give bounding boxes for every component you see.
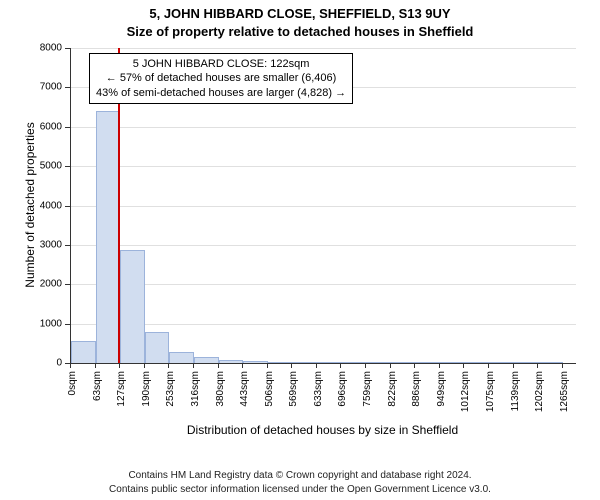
x-tick-label: 443sqm: [239, 371, 250, 407]
attribution-line2: Contains public sector information licen…: [0, 484, 600, 495]
histogram-bar: [268, 362, 293, 363]
y-tick-label: 8000: [30, 43, 62, 54]
annotation-line3: 43% of semi-detached houses are larger (…: [96, 86, 346, 100]
x-tick-mark: [291, 363, 292, 368]
x-tick-label: 63sqm: [92, 371, 103, 401]
x-tick-mark: [70, 363, 71, 368]
y-tick-label: 0: [30, 358, 62, 369]
y-tick-label: 5000: [30, 161, 62, 172]
y-tick-label: 1000: [30, 318, 62, 329]
x-tick-mark: [95, 363, 96, 368]
x-tick-mark: [242, 363, 243, 368]
annotation-box: 5 JOHN HIBBARD CLOSE: 122sqm ← 57% of de…: [89, 53, 353, 104]
histogram-bar: [169, 352, 194, 363]
histogram-bar: [71, 341, 96, 363]
plot-area: 5 JOHN HIBBARD CLOSE: 122sqm ← 57% of de…: [70, 48, 576, 364]
y-tick-label: 3000: [30, 239, 62, 250]
y-tick-mark: [65, 87, 70, 88]
grid-line: [71, 166, 576, 167]
x-tick-mark: [562, 363, 563, 368]
y-tick-mark: [65, 48, 70, 49]
x-tick-label: 1139sqm: [510, 371, 521, 411]
x-tick-mark: [316, 363, 317, 368]
x-tick-label: 316sqm: [190, 371, 201, 407]
x-tick-label: 696sqm: [337, 371, 348, 407]
chart-title-line2: Size of property relative to detached ho…: [0, 24, 600, 39]
histogram-bar: [145, 332, 170, 364]
x-tick-label: 1202sqm: [534, 371, 545, 412]
histogram-bar: [514, 362, 539, 363]
histogram-bar: [391, 362, 416, 363]
attribution-line1: Contains HM Land Registry data © Crown c…: [0, 470, 600, 481]
y-tick-mark: [65, 284, 70, 285]
x-tick-label: 759sqm: [362, 371, 373, 407]
x-tick-label: 1075sqm: [485, 371, 496, 412]
histogram-bar: [96, 111, 121, 363]
x-tick-mark: [439, 363, 440, 368]
y-tick-mark: [65, 245, 70, 246]
y-tick-mark: [65, 166, 70, 167]
x-tick-mark: [340, 363, 341, 368]
grid-line: [71, 324, 576, 325]
x-tick-label: 190sqm: [141, 371, 152, 407]
x-axis-label: Distribution of detached houses by size …: [70, 423, 575, 437]
y-tick-mark: [65, 206, 70, 207]
histogram-bar: [341, 362, 366, 363]
histogram-bar: [538, 362, 563, 363]
histogram-bar: [194, 357, 219, 363]
histogram-bar: [292, 362, 317, 363]
x-tick-mark: [488, 363, 489, 368]
grid-line: [71, 245, 576, 246]
histogram-bar: [317, 362, 342, 363]
x-tick-label: 569sqm: [288, 371, 299, 407]
annotation-line1: 5 JOHN HIBBARD CLOSE: 122sqm: [96, 57, 346, 71]
y-tick-mark: [65, 324, 70, 325]
annotation-line2: ← 57% of detached houses are smaller (6,…: [96, 71, 346, 85]
x-tick-label: 380sqm: [215, 371, 226, 407]
x-tick-label: 886sqm: [411, 371, 422, 407]
histogram-bar: [415, 362, 440, 363]
y-tick-mark: [65, 127, 70, 128]
x-tick-mark: [267, 363, 268, 368]
x-tick-mark: [513, 363, 514, 368]
x-tick-label: 633sqm: [313, 371, 324, 407]
y-tick-label: 7000: [30, 82, 62, 93]
histogram-bar: [366, 362, 391, 363]
chart-container: 5, JOHN HIBBARD CLOSE, SHEFFIELD, S13 9U…: [0, 0, 600, 500]
x-tick-mark: [218, 363, 219, 368]
x-tick-mark: [365, 363, 366, 368]
histogram-bar: [243, 361, 268, 363]
x-tick-label: 506sqm: [264, 371, 275, 407]
x-tick-label: 822sqm: [387, 371, 398, 407]
x-tick-mark: [414, 363, 415, 368]
x-tick-label: 127sqm: [116, 371, 127, 407]
y-tick-label: 4000: [30, 200, 62, 211]
grid-line: [71, 284, 576, 285]
x-tick-mark: [144, 363, 145, 368]
y-tick-label: 2000: [30, 279, 62, 290]
x-tick-label: 949sqm: [436, 371, 447, 407]
histogram-bar: [219, 360, 244, 363]
x-tick-label: 1265sqm: [559, 371, 570, 412]
histogram-bar: [489, 362, 514, 363]
x-tick-mark: [168, 363, 169, 368]
histogram-bar: [120, 250, 145, 363]
x-tick-mark: [537, 363, 538, 368]
histogram-bar: [440, 362, 465, 363]
x-tick-label: 0sqm: [67, 371, 78, 395]
x-tick-mark: [119, 363, 120, 368]
x-tick-mark: [390, 363, 391, 368]
y-tick-label: 6000: [30, 121, 62, 132]
grid-line: [71, 127, 576, 128]
chart-title-line1: 5, JOHN HIBBARD CLOSE, SHEFFIELD, S13 9U…: [0, 6, 600, 21]
histogram-bar: [464, 362, 489, 363]
grid-line: [71, 48, 576, 49]
x-tick-label: 253sqm: [165, 371, 176, 407]
grid-line: [71, 206, 576, 207]
x-tick-mark: [193, 363, 194, 368]
x-tick-label: 1012sqm: [460, 371, 471, 412]
x-tick-mark: [463, 363, 464, 368]
